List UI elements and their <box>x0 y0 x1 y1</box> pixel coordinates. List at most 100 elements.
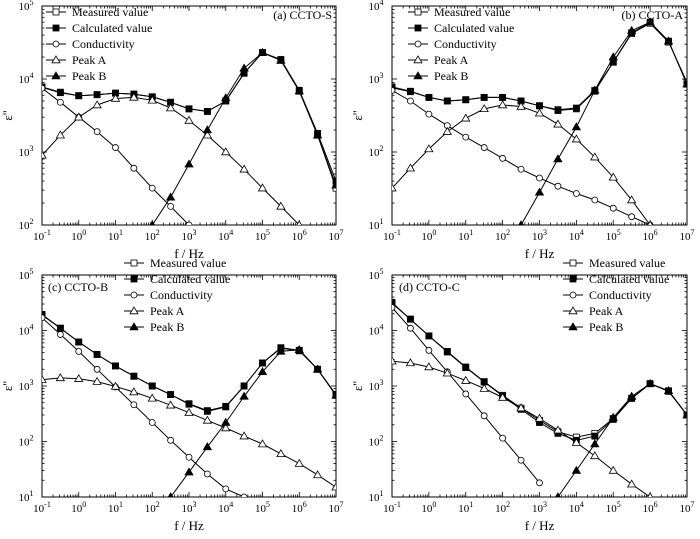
conductivity-point-1 <box>407 324 414 332</box>
legend-label: Conductivity <box>589 288 652 302</box>
legend-label: Peak A <box>150 304 185 318</box>
calculated-value-point-11 <box>240 382 248 390</box>
peak-b-point-6 <box>257 47 268 56</box>
peak-a-point-2 <box>74 112 84 121</box>
peak-a-point-1 <box>405 358 416 367</box>
peak-a-point-4 <box>461 375 471 384</box>
series-conductivity <box>42 314 248 497</box>
y-tick-label: 105 <box>19 267 34 282</box>
legend-measured-value-point-0 <box>130 259 138 267</box>
calculated-value-point-4 <box>462 364 470 371</box>
peak-a-point-14 <box>296 220 303 225</box>
peak-b-point-7 <box>645 17 655 26</box>
peak-b-point-4 <box>590 85 600 94</box>
peak-a-point-12 <box>257 439 268 448</box>
x-axis-title: f / Hz <box>525 518 555 533</box>
peak-b-point-4 <box>239 391 249 400</box>
legend-label: Calculated value <box>150 272 230 286</box>
panel-4: 10-1 100 101 102 103 104 105 106 107 101 102 103 104… <box>350 256 695 533</box>
x-tick-label: 104 <box>569 228 584 243</box>
peak-b-point-3 <box>608 412 618 421</box>
legend: Measured value Calculated value Conductivi… <box>124 256 230 334</box>
peak-b-point-4 <box>221 93 231 102</box>
calculated-value-point-0 <box>392 299 396 306</box>
x-tick-label: 101 <box>108 228 123 243</box>
legend-peak-a-point-0 <box>129 306 139 315</box>
y-tick-label: 101 <box>369 489 384 504</box>
conductivity-line <box>42 87 190 225</box>
y-tick-label: 104 <box>369 323 384 338</box>
series-calculated-value <box>392 299 687 444</box>
x-tick-label: 10-1 <box>33 500 51 515</box>
conductivity-point-8 <box>185 453 193 461</box>
series-peak-b <box>149 47 336 225</box>
calculated-value-point-3 <box>93 91 101 99</box>
peak-a-point-4 <box>461 113 471 122</box>
legend-item-peak-b: Peak B <box>563 320 623 334</box>
conductivity-point-2 <box>425 346 433 354</box>
peak-a-point-14 <box>294 458 304 467</box>
peak-a-point-6 <box>497 392 508 401</box>
peak-b-point-10 <box>331 180 336 189</box>
legend-peak-b-point-0 <box>129 322 139 331</box>
legend-conductivity-point-0 <box>414 40 422 48</box>
peak-b-point-1 <box>571 465 582 474</box>
peak-a-point-10 <box>571 134 582 143</box>
conductivity-point-7 <box>517 456 525 464</box>
peak-a-point-5 <box>129 92 139 101</box>
calculated-value-point-9 <box>203 107 211 115</box>
legend-calculated-value-point-0 <box>52 24 60 32</box>
peak-a-point-0 <box>392 183 397 192</box>
legend-item-peak-a: Peak A <box>124 304 185 318</box>
peak-a-point-12 <box>608 172 618 181</box>
calculated-value-point-9 <box>203 407 211 415</box>
legend-conductivity-point-0 <box>569 291 577 299</box>
peak-a-point-7 <box>165 103 176 112</box>
conductivity-line <box>42 317 245 497</box>
series-conductivity <box>392 304 543 487</box>
x-tick-label: 100 <box>421 500 436 515</box>
x-tick-label: 10-1 <box>383 228 401 243</box>
series-peak-b <box>555 378 687 497</box>
x-tick-label: 102 <box>495 228 510 243</box>
legend-calculated-value-point-0 <box>569 275 577 283</box>
conductivity-point-6 <box>148 419 156 426</box>
series-conductivity <box>392 86 654 225</box>
y-axis-title: ε'' <box>0 110 15 120</box>
legend-label: Peak A <box>589 304 624 318</box>
peak-b-point-8 <box>663 36 674 45</box>
legend-peak-b-point-0 <box>568 322 578 331</box>
peak-a-point-14 <box>647 220 653 225</box>
peak-b-line <box>557 383 687 497</box>
peak-a-point-5 <box>479 383 489 392</box>
peak-a-point-11 <box>590 152 600 161</box>
peak-b-point-5 <box>257 367 268 376</box>
peak-a-point-6 <box>497 100 508 109</box>
peak-b-point-8 <box>312 364 323 373</box>
peak-a-point-13 <box>626 195 637 204</box>
legend-label: Peak B <box>150 320 184 334</box>
conductivity-point-6 <box>499 434 507 442</box>
legend-item-conductivity: Conductivity <box>563 288 652 302</box>
legend: Measured value Calculated value Conductivi… <box>563 256 669 334</box>
legend-peak-b-point-0 <box>51 71 61 80</box>
y-tick-label: 105 <box>19 0 34 13</box>
calculated-value-point-10 <box>572 105 580 113</box>
calculated-value-point-6 <box>499 93 507 101</box>
conductivity-point-3 <box>93 365 101 373</box>
peak-b-point-0 <box>518 220 524 225</box>
calculated-value-point-1 <box>407 88 414 96</box>
calculated-value-point-10 <box>222 403 230 411</box>
calculated-value-point-12 <box>259 359 266 367</box>
legend-item-calculated-value: Calculated value <box>124 272 230 286</box>
conductivity-point-8 <box>536 174 543 182</box>
legend-label: Peak A <box>72 53 107 67</box>
x-tick-label: 100 <box>71 228 86 243</box>
peak-b-point-0 <box>149 220 156 225</box>
calculated-value-point-8 <box>185 105 193 113</box>
peak-b-point-0 <box>167 492 174 497</box>
peak-a-point-14 <box>647 492 653 497</box>
peak-a-point-1 <box>405 163 416 172</box>
conductivity-point-1 <box>56 98 64 106</box>
peak-a-point-3 <box>442 126 453 135</box>
